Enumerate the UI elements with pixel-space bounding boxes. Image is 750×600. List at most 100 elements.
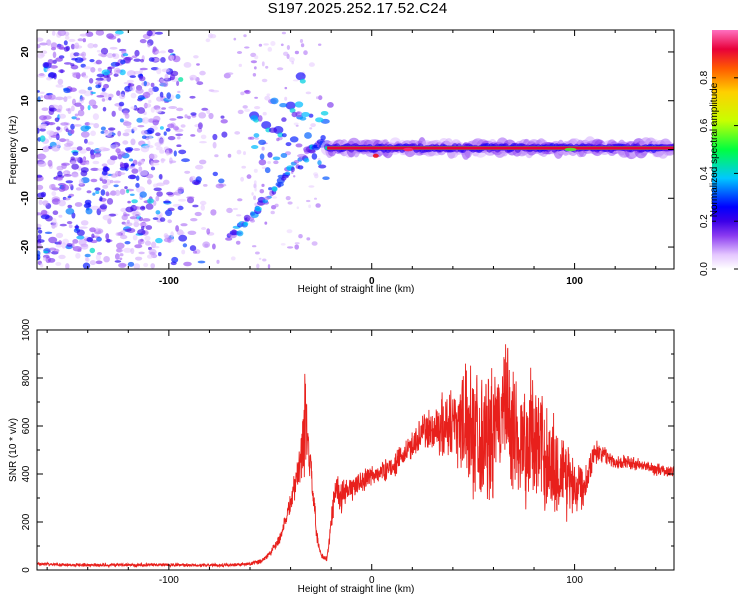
noise-blob — [40, 214, 50, 220]
noise-blob — [115, 30, 124, 35]
noise-blob — [258, 257, 262, 260]
noise-blob — [199, 159, 207, 165]
chirp-blob — [262, 199, 269, 204]
noise-blob — [83, 66, 92, 70]
noise-blob — [147, 42, 151, 48]
noise-blob — [155, 146, 163, 151]
noise-blob — [254, 202, 258, 207]
noise-blob — [79, 226, 88, 229]
noise-blob — [135, 256, 143, 261]
noise-blob — [82, 38, 87, 43]
noise-blob — [37, 161, 47, 167]
noise-blob — [90, 91, 96, 95]
noise-blob — [244, 46, 250, 49]
noise-blob — [124, 128, 132, 133]
noise-blob — [78, 178, 84, 186]
noise-blob — [251, 192, 254, 196]
noise-blob — [314, 197, 317, 200]
colorbar-label: Normalized spectral amplitude — [709, 82, 720, 217]
transition-blob — [327, 102, 334, 108]
noise-blob — [308, 204, 311, 209]
noise-blob — [116, 90, 121, 96]
noise-blob — [70, 123, 75, 130]
noise-blob — [95, 190, 100, 194]
noise-blob — [253, 168, 258, 173]
noise-blob — [90, 167, 99, 171]
noise-blob — [108, 93, 114, 99]
noise-blob — [109, 179, 114, 184]
upper-blob — [285, 101, 296, 110]
noise-blob — [61, 242, 66, 249]
noise-blob — [254, 55, 259, 60]
noise-blob — [305, 91, 312, 95]
noise-blob — [156, 182, 165, 187]
noise-blob — [152, 159, 160, 163]
y-tick-label: -20 — [20, 239, 31, 254]
x-tick-label: -100 — [159, 575, 179, 586]
noise-blob — [80, 105, 85, 111]
noise-blob — [150, 263, 155, 269]
noise-blob — [163, 179, 170, 185]
x-tick-label: 100 — [566, 575, 583, 586]
chirp-blob — [284, 171, 291, 175]
noise-blob — [75, 187, 82, 191]
noise-blob — [130, 106, 137, 110]
noise-blob — [67, 204, 73, 209]
noise-blob — [152, 86, 159, 92]
noise-blob — [120, 59, 126, 65]
noise-blob — [308, 62, 315, 67]
noise-blob — [37, 127, 40, 134]
noise-blob — [44, 231, 53, 234]
noise-blob — [117, 38, 121, 43]
noise-blob — [212, 243, 216, 250]
noise-blob — [133, 148, 141, 151]
noise-blob — [73, 52, 80, 57]
noise-blob — [59, 223, 67, 227]
noise-blob — [52, 210, 59, 215]
noise-blob — [273, 160, 279, 165]
noise-blob — [37, 174, 43, 178]
noise-blob — [133, 263, 141, 269]
y-tick-label: 10 — [20, 95, 31, 107]
noise-blob — [65, 263, 70, 269]
noise-blob — [172, 126, 180, 131]
noise-blob — [65, 128, 69, 132]
noise-blob — [138, 159, 145, 163]
noise-blob — [90, 130, 96, 137]
noise-blob — [45, 68, 51, 72]
noise-blob — [276, 67, 284, 71]
noise-blob — [318, 95, 323, 101]
noise-blob — [63, 174, 72, 177]
chirp-blob — [281, 176, 287, 181]
noise-blob — [122, 53, 129, 57]
noise-blob — [51, 223, 56, 229]
noise-blob — [55, 232, 64, 239]
noise-blob — [123, 162, 129, 169]
noise-blob — [165, 149, 170, 156]
noise-blob — [119, 257, 123, 261]
noise-blob — [37, 223, 42, 228]
noise-blob — [147, 179, 152, 185]
noise-blob — [140, 130, 148, 135]
noise-blob — [90, 178, 98, 183]
transition-blob — [311, 153, 318, 160]
noise-blob — [132, 234, 138, 241]
noise-blob — [130, 247, 135, 255]
noise-blob — [90, 67, 96, 73]
chirp-blob — [254, 206, 262, 212]
noise-blob — [136, 186, 145, 193]
noise-blob — [99, 196, 103, 202]
noise-blob — [68, 224, 73, 229]
noise-blob — [159, 83, 163, 86]
noise-blob — [147, 140, 151, 147]
noise-blob — [283, 51, 289, 56]
noise-blob — [243, 34, 247, 38]
noise-blob — [116, 172, 126, 176]
spectrogram-x-axis-label: Height of straight line (km) — [298, 284, 415, 295]
noise-blob — [214, 154, 219, 158]
noise-blob — [137, 107, 146, 114]
noise-blob — [39, 135, 46, 142]
transition-blob — [318, 164, 327, 169]
noise-blob — [194, 211, 202, 217]
noise-blob — [132, 211, 141, 218]
